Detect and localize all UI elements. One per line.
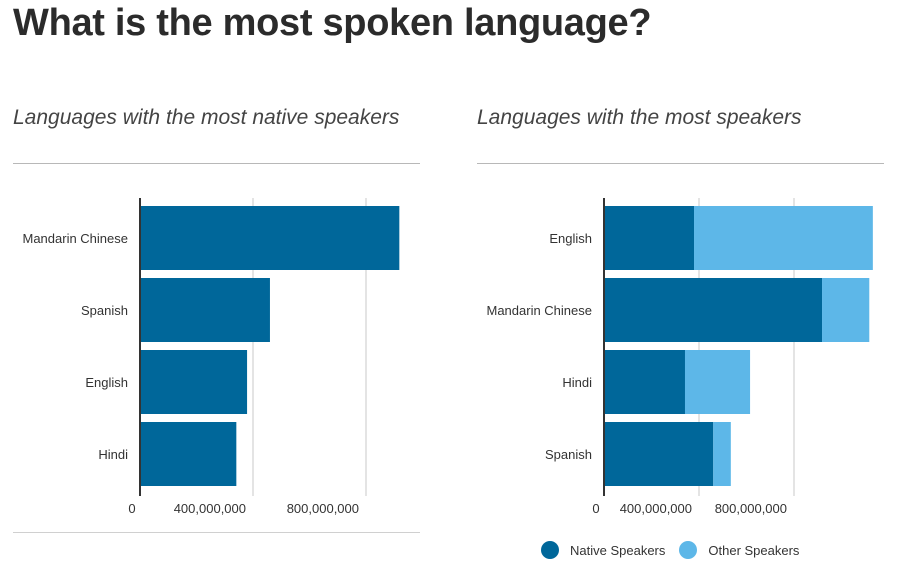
category-label: Mandarin Chinese [486,303,592,318]
bar-hindi-other-speakers [684,350,751,414]
page-title: What is the most spoken language? [13,2,652,44]
title-divider [477,163,884,164]
x-tick-label: 400,000,000 [620,501,692,516]
bar-english [140,350,248,414]
x-tick-label: 0 [592,501,599,516]
native-speakers-panel: Languages with the most native speakers [13,106,420,533]
bottom-divider [13,532,420,533]
legend-label-other: Other Speakers [708,542,800,558]
category-label: Hindi [98,447,128,462]
bar-spanish [140,278,270,342]
category-label: Spanish [81,303,128,318]
x-tick-label: 800,000,000 [715,501,787,516]
category-label: English [549,231,592,246]
x-tick-label: 0 [128,501,135,516]
bar-spanish-other-speakers [713,422,731,486]
category-label: Spanish [545,447,592,462]
bar-mandarin-chinese-native-speakers [604,278,823,342]
legend-label-native: Native Speakers [570,542,666,558]
bar-mandarin-chinese-other-speakers [822,278,870,342]
x-tick-label: 400,000,000 [174,501,246,516]
legend-item-other: Other Speakers [679,541,799,559]
chart-legend: Native Speakers Other Speakers [541,541,813,559]
x-tick-label: 800,000,000 [287,501,359,516]
legend-swatch-other [679,541,698,559]
chart-subtitle-native: Languages with the most native speakers [13,106,400,129]
bar-mandarin-chinese [140,206,400,270]
legend-swatch-native [541,541,559,559]
title-divider [13,163,420,164]
bar-english-other-speakers [694,206,873,270]
native-speakers-chart: Mandarin Chinese Spanish English Hindi 0 400,… [22,198,400,516]
bar-spanish-native-speakers [604,422,714,486]
bar-hindi [140,422,237,486]
legend-item-native: Native Speakers [541,541,665,559]
chart-subtitle-total: Languages with the most speakers [477,106,802,129]
bar-english-native-speakers [604,206,695,270]
category-label: Hindi [562,375,592,390]
category-label: English [85,375,128,390]
category-label: Mandarin Chinese [22,231,128,246]
total-speakers-panel: Languages with the most speakers [450,0,899,568]
bar-hindi-native-speakers [604,350,685,414]
